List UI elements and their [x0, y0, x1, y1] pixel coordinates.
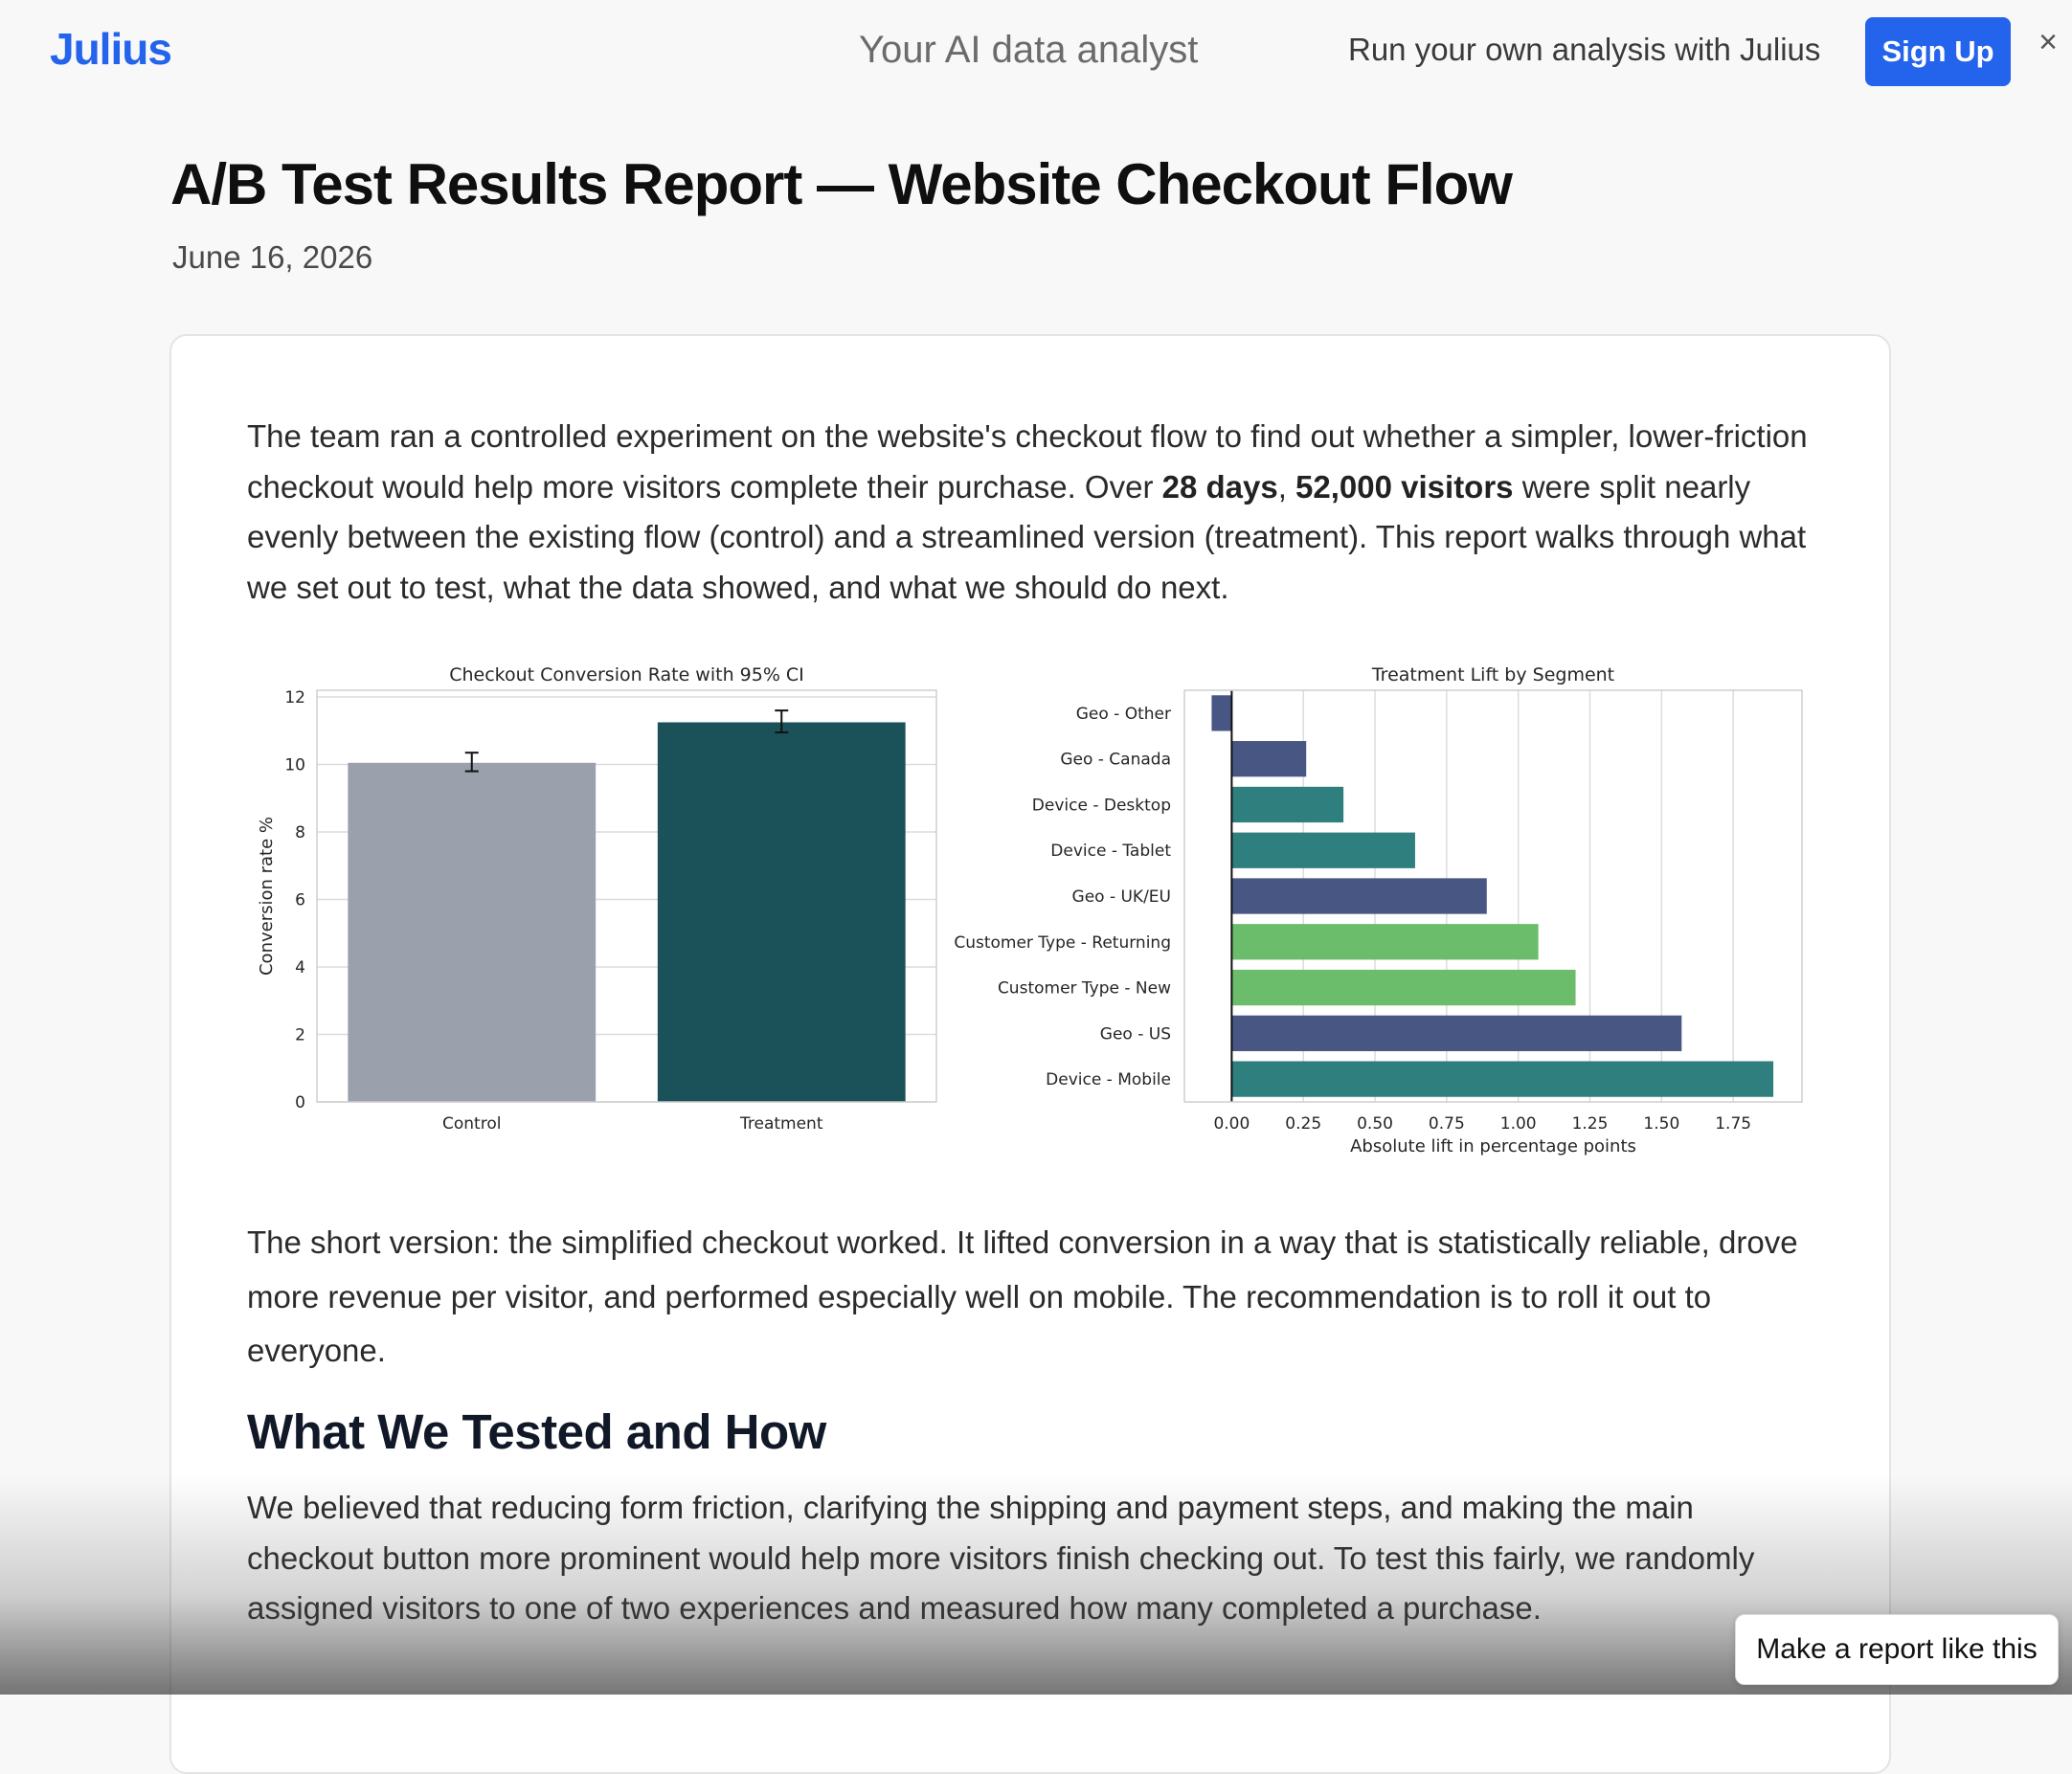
x-tick-label: 1.00	[1500, 1114, 1537, 1134]
y-tick-label: Customer Type - Returning	[954, 933, 1171, 953]
bar	[1231, 1061, 1774, 1097]
plot-frame	[1183, 689, 1803, 1103]
x-tick-label: Treatment	[739, 1114, 823, 1134]
top-bar: Julius Your AI data analyst Run your own…	[0, 0, 2072, 105]
intro-comma: ,	[1277, 468, 1296, 505]
x-tick-label: 0.75	[1429, 1114, 1465, 1134]
intro-bold-days: 28 days	[1161, 468, 1278, 505]
y-tick-label: Device - Desktop	[1032, 796, 1171, 815]
y-tick-label: Device - Tablet	[1050, 842, 1171, 861]
y-tick-label: 0	[295, 1093, 305, 1112]
intro-text-2: were split nearly evenly between the exi…	[247, 468, 1807, 605]
bar	[1231, 878, 1487, 914]
y-tick-label: 12	[284, 688, 305, 707]
y-tick-label: Geo - Canada	[1060, 751, 1171, 770]
section-paragraph: We believed that reducing form friction,…	[247, 1490, 1755, 1626]
bar	[1231, 741, 1307, 777]
conversion-rate-chart: Checkout Conversion Rate with 95% CI 0 2 4 6…	[257, 664, 937, 1134]
plot-frame	[316, 689, 937, 1103]
bar	[657, 722, 906, 1102]
bar	[1231, 1015, 1682, 1051]
x-axis-label: Absolute lift in percentage points	[1350, 1136, 1636, 1156]
y-tick-label: Geo - UK/EU	[1072, 887, 1171, 907]
summary-paragraph: The short version: the simplified checko…	[247, 1224, 1798, 1368]
intro-bold-visitors: 52,000 visitors	[1295, 468, 1514, 505]
promo-text: Run your own analysis with Julius	[1348, 32, 1821, 67]
make-report-button[interactable]: Make a report like this	[1735, 1614, 2059, 1685]
y-tick-label: Customer Type - New	[998, 979, 1171, 999]
y-tick-label: Geo - US	[1100, 1024, 1171, 1044]
close-icon[interactable]: ×	[2038, 23, 2058, 60]
chart-title: Treatment Lift by Segment	[1371, 664, 1614, 685]
bar	[1211, 695, 1232, 731]
bar	[1231, 969, 1576, 1006]
y-tick-label: 2	[295, 1026, 305, 1045]
y-tick-label: Geo - Other	[1076, 705, 1171, 724]
x-tick-label: 1.75	[1715, 1114, 1751, 1134]
y-tick-label: 4	[295, 958, 305, 977]
x-tick-label: 1.50	[1643, 1114, 1679, 1134]
report-title: A/B Test Results Report — Website Checko…	[170, 152, 1513, 216]
tagline: Your AI data analyst	[859, 29, 1199, 71]
y-tick-label: 8	[295, 823, 305, 842]
intro-paragraph: The team ran a controlled experiment on …	[247, 412, 1817, 613]
chart-title: Checkout Conversion Rate with 95% CI	[449, 664, 804, 685]
lift-by-segment-chart: Treatment Lift by Segment 0.00 0.25 0.50 0.7…	[954, 664, 1803, 1156]
bar	[1231, 786, 1344, 823]
bar	[348, 762, 597, 1102]
x-tick-label: 0.25	[1285, 1114, 1321, 1134]
bar	[1231, 924, 1539, 960]
y-tick-label: Device - Mobile	[1046, 1070, 1171, 1089]
bar	[1231, 832, 1415, 868]
intro-text-1: The team ran a controlled experiment on …	[247, 418, 1808, 505]
julius-logo[interactable]: Julius	[50, 24, 172, 74]
report-date: June 16, 2026	[172, 239, 373, 275]
x-tick-label: 1.25	[1572, 1114, 1609, 1134]
y-axis-label: Conversion rate %	[257, 817, 277, 976]
x-tick-label: 0.50	[1357, 1114, 1393, 1134]
sign-up-button[interactable]: Sign Up	[1865, 17, 2011, 86]
section-heading: What We Tested and How	[247, 1404, 826, 1459]
x-tick-label: 0.00	[1213, 1114, 1250, 1134]
y-tick-label: 6	[295, 891, 305, 910]
y-tick-label: 10	[284, 756, 305, 775]
x-tick-label: Control	[442, 1114, 501, 1134]
